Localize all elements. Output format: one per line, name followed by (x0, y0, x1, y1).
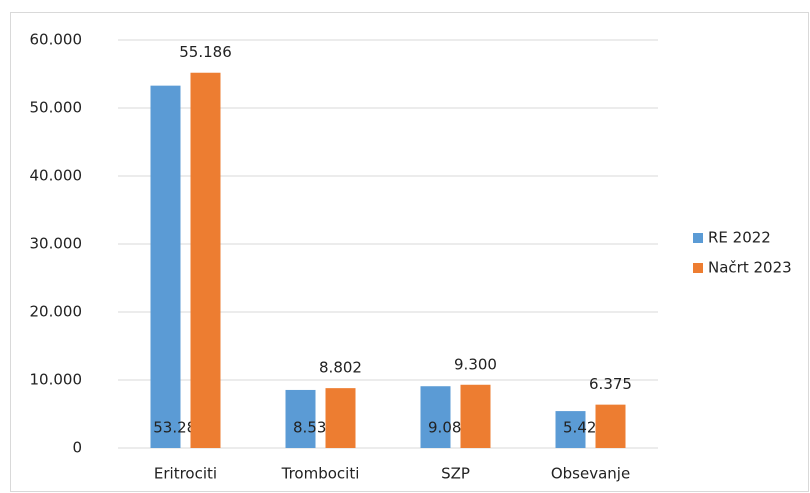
legend-swatch (693, 263, 703, 273)
bar (325, 388, 356, 448)
bar (420, 386, 451, 448)
legend-label: RE 2022 (708, 229, 771, 247)
bar (190, 72, 221, 448)
chart-border (10, 12, 809, 492)
data-label: 5.427 (563, 419, 606, 437)
data-label: 9.084 (428, 419, 471, 437)
legend-label: Načrt 2023 (708, 259, 792, 277)
y-tick-label: 30.000 (30, 235, 83, 253)
y-tick-label: 50.000 (30, 99, 83, 117)
data-label: 9.300 (454, 355, 497, 373)
y-tick-label: 40.000 (30, 167, 83, 185)
bar (285, 389, 316, 448)
y-tick-label: 0 (72, 439, 82, 457)
data-label: 8.537 (293, 419, 336, 437)
x-tick-label: Eritrociti (154, 465, 217, 483)
bar (150, 85, 181, 448)
data-label: 6.375 (589, 375, 632, 393)
data-label: 8.802 (319, 359, 362, 377)
x-tick-label: Trombociti (281, 465, 360, 483)
y-tick-label: 10.000 (30, 371, 83, 389)
y-tick-label: 20.000 (30, 303, 83, 321)
x-tick-label: SZP (441, 465, 470, 483)
bar (555, 411, 586, 448)
legend-swatch (693, 233, 703, 243)
data-label: 55.186 (179, 43, 232, 61)
y-tick-label: 60.000 (30, 31, 83, 49)
bar (460, 384, 491, 448)
x-tick-label: Obsevanje (551, 465, 630, 483)
bar (595, 404, 626, 448)
